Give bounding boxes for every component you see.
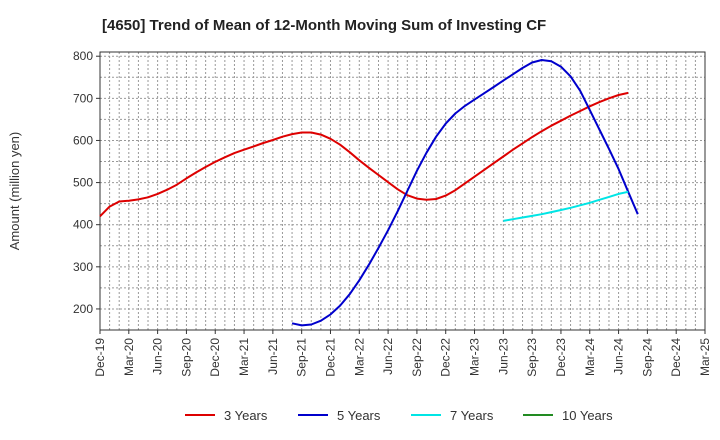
x-tick-label: Mar-21: [237, 338, 251, 376]
x-tick-label: Mar-22: [352, 338, 366, 376]
x-tick-label: Jun-20: [151, 338, 165, 375]
legend-label: 3 Years: [224, 408, 268, 423]
y-tick-label: 200: [73, 302, 93, 316]
legend-item-3-years: 3 Years: [185, 408, 268, 423]
plot-area: [99, 51, 706, 331]
y-tick-label: 500: [73, 176, 93, 190]
legend-item-10-years: 10 Years: [523, 408, 613, 423]
x-tick-label: Mar-24: [583, 338, 597, 376]
x-tick-label: Sep-22: [410, 338, 424, 377]
x-tick-label: Sep-21: [295, 338, 309, 377]
legend-label: 5 Years: [337, 408, 381, 423]
series-line-7-years: [503, 190, 629, 222]
y-tick-label: 800: [73, 49, 93, 63]
x-tick-label: Dec-20: [208, 338, 222, 377]
y-axis-label: Amount (million yen): [7, 132, 22, 251]
y-tick-label: 300: [73, 260, 93, 274]
x-tick-label: Dec-19: [93, 338, 107, 377]
y-tick-label: 700: [73, 91, 93, 105]
series-lines: [99, 59, 639, 327]
legend-item-7-years: 7 Years: [411, 408, 494, 423]
x-tick-label: Sep-23: [525, 338, 539, 377]
chart-title: [4650] Trend of Mean of 12-Month Moving …: [102, 17, 546, 34]
y-axis: 200 300 400 500 600 700 800: [73, 49, 100, 316]
x-tick-label: Mar-20: [122, 338, 136, 376]
legend-label: 10 Years: [562, 408, 613, 423]
series-line-3-years: [99, 91, 629, 218]
x-tick-label: Jun-21: [266, 338, 280, 375]
x-tick-label: Mar-25: [698, 338, 712, 376]
series-line-5-years: [291, 59, 639, 327]
x-tick-label: Dec-24: [669, 338, 683, 377]
x-tick-label: Dec-22: [439, 338, 453, 377]
x-tick-label: Sep-20: [179, 338, 193, 377]
x-axis: Dec-19 Mar-20 Jun-20 Sep-20 Dec-20 Mar-21 Jun-…: [93, 330, 712, 377]
x-tick-label: Jun-23: [496, 338, 510, 375]
x-tick-label: Mar-23: [468, 338, 482, 376]
legend-item-5-years: 5 Years: [298, 408, 381, 423]
x-tick-label: Jun-24: [612, 338, 626, 375]
legend-label: 7 Years: [450, 408, 494, 423]
y-tick-label: 600: [73, 133, 93, 147]
grid: [100, 52, 705, 330]
x-tick-label: Jun-22: [381, 338, 395, 375]
x-tick-label: Sep-24: [640, 338, 654, 377]
x-tick-label: Dec-23: [554, 338, 568, 377]
legend: 3 Years 5 Years 7 Years 10 Years: [185, 408, 613, 423]
x-tick-label: Dec-21: [323, 338, 337, 377]
y-tick-label: 400: [73, 218, 93, 232]
